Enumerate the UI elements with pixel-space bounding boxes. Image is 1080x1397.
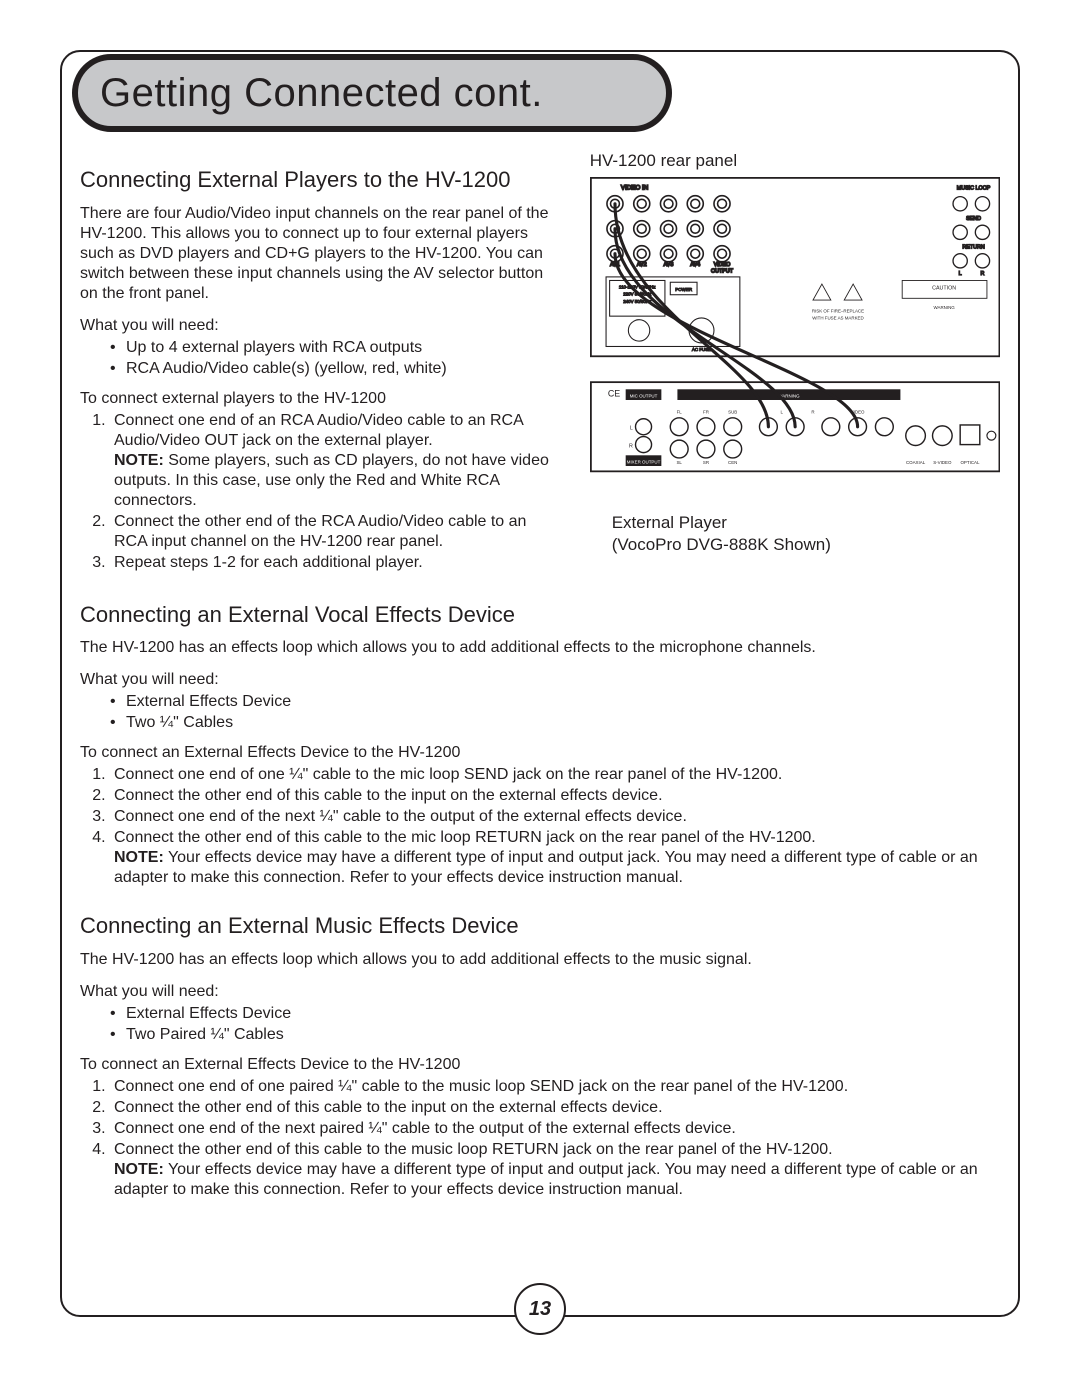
svg-text:AV4: AV4 — [690, 262, 700, 268]
page-number-badge: 13 — [514, 1283, 566, 1335]
steps-list-3: Connect one end of one paired ¼" cable t… — [110, 1077, 1000, 1200]
svg-text:FL: FL — [676, 410, 682, 415]
svg-text:RISK OF FIRE–REPLACE: RISK OF FIRE–REPLACE — [812, 309, 864, 314]
svg-text:OUTPUT: OUTPUT — [711, 269, 734, 275]
section-players-diagram-col: HV-1200 rear panel VIDEO IN — [590, 148, 1000, 583]
section-players: Connecting External Players to the HV-12… — [80, 148, 1000, 583]
svg-text:SEND: SEND — [966, 216, 981, 222]
svg-text:MIC OUTPUT: MIC OUTPUT — [629, 394, 657, 399]
list-item: Up to 4 external players with RCA output… — [110, 338, 562, 358]
connect-label-3: To connect an External Effects Device to… — [80, 1055, 1000, 1075]
svg-text:VIDEO: VIDEO — [713, 262, 730, 268]
needs-label-3: What you will need: — [80, 982, 1000, 1002]
section-vocal-fx: Connecting an External Vocal Effects Dev… — [80, 601, 1000, 889]
step-note: NOTE: Your effects device may have a dif… — [114, 849, 978, 886]
svg-text:SR: SR — [703, 460, 709, 465]
external-player-caption: External Player (VocoPro DVG-888K Shown) — [612, 512, 1000, 555]
section-players-text: Connecting External Players to the HV-12… — [80, 148, 562, 583]
list-item: Connect the other end of this cable to t… — [110, 828, 1000, 888]
list-item: Connect one end of one paired ¼" cable t… — [110, 1077, 1000, 1097]
svg-text:S-VIDEO: S-VIDEO — [933, 460, 952, 465]
list-item: Repeat steps 1-2 for each additional pla… — [110, 553, 562, 573]
needs-label-1: What you will need: — [80, 316, 562, 336]
list-item: Two Paired ¼" Cables — [110, 1025, 1000, 1045]
list-item: RCA Audio/Video cable(s) (yellow, red, w… — [110, 359, 562, 379]
svg-text:POWER: POWER — [675, 287, 692, 292]
list-item: Connect one end of an RCA Audio/Video ca… — [110, 411, 562, 511]
needs-label-2: What you will need: — [80, 670, 1000, 690]
note-text: Your effects device may have a different… — [114, 1161, 978, 1198]
section-music-fx: Connecting an External Music Effects Dev… — [80, 912, 1000, 1200]
svg-text:CE: CE — [608, 389, 620, 399]
svg-text:MIXER OUTPUT: MIXER OUTPUT — [626, 460, 660, 465]
list-item: Connect one end of the next ¼" cable to … — [110, 807, 1000, 827]
page-title: Getting Connected cont. — [100, 71, 543, 116]
svg-text:CAUTION: CAUTION — [932, 286, 956, 292]
content-area: Connecting External Players to the HV-12… — [80, 148, 1000, 1277]
list-item: Connect the other end of this cable to t… — [110, 1140, 1000, 1200]
list-item: Two ¼" Cables — [110, 713, 1000, 733]
list-item: External Effects Device — [110, 692, 1000, 712]
svg-text:WARNING: WARNING — [933, 305, 955, 310]
svg-text:SUB: SUB — [728, 410, 737, 415]
svg-text:SL: SL — [676, 460, 682, 465]
list-item: Connect the other end of this cable to t… — [110, 1098, 1000, 1118]
step-note: NOTE: Your effects device may have a dif… — [114, 1161, 978, 1198]
list-item: Connect one end of one ¼" cable to the m… — [110, 765, 1000, 785]
list-item: Connect the other end of this cable to t… — [110, 786, 1000, 806]
svg-text:OPTICAL: OPTICAL — [960, 460, 980, 465]
svg-text:COAXIAL: COAXIAL — [906, 460, 926, 465]
page-number: 13 — [529, 1298, 551, 1321]
rear-panel-diagram: VIDEO IN — [590, 177, 1000, 498]
svg-text:R: R — [980, 271, 984, 277]
svg-text:AV3: AV3 — [663, 262, 673, 268]
svg-text:VIDEO IN: VIDEO IN — [621, 185, 648, 192]
note-text: Some players, such as CD players, do not… — [114, 452, 549, 509]
svg-text:R: R — [811, 410, 814, 415]
svg-text:L: L — [958, 271, 961, 277]
section-music-intro: The HV-1200 has an effects loop which al… — [80, 950, 1000, 970]
svg-text:AV2: AV2 — [637, 262, 647, 268]
caption-line2: (VocoPro DVG-888K Shown) — [612, 535, 831, 554]
needs-list-3: External Effects Device Two Paired ¼" Ca… — [110, 1004, 1000, 1045]
step-text: Connect the other end of this cable to t… — [114, 829, 816, 846]
steps-list-1: Connect one end of an RCA Audio/Video ca… — [110, 411, 562, 573]
title-tab: Getting Connected cont. — [72, 54, 672, 132]
connect-label-2: To connect an External Effects Device to… — [80, 743, 1000, 763]
page: Getting Connected cont. Connecting Exter… — [0, 0, 1080, 1397]
section-vocal-heading: Connecting an External Vocal Effects Dev… — [80, 601, 1000, 629]
section-music-heading: Connecting an External Music Effects Dev… — [80, 912, 1000, 940]
note-label: NOTE: — [114, 1161, 164, 1178]
section-players-intro: There are four Audio/Video input channel… — [80, 204, 562, 304]
svg-text:R: R — [629, 444, 633, 450]
list-item: Connect one end of the next paired ¼" ca… — [110, 1119, 1000, 1139]
svg-text:MUSIC LOOP: MUSIC LOOP — [956, 186, 990, 192]
section-vocal-intro: The HV-1200 has an effects loop which al… — [80, 638, 1000, 658]
svg-text:L: L — [630, 426, 633, 432]
steps-list-2: Connect one end of one ¼" cable to the m… — [110, 765, 1000, 888]
svg-text:WITH FUSE AS MARKED: WITH FUSE AS MARKED — [812, 316, 864, 321]
connect-label-1: To connect external players to the HV-12… — [80, 389, 562, 409]
svg-text:CEN: CEN — [728, 460, 737, 465]
caption-line1: External Player — [612, 513, 727, 532]
svg-text:FR: FR — [703, 410, 709, 415]
note-label: NOTE: — [114, 849, 164, 866]
list-item: External Effects Device — [110, 1004, 1000, 1024]
rear-panel-caption: HV-1200 rear panel — [590, 150, 1000, 171]
svg-text:RETURN: RETURN — [962, 245, 984, 251]
needs-list-1: Up to 4 external players with RCA output… — [110, 338, 562, 379]
list-item: Connect the other end of the RCA Audio/V… — [110, 512, 562, 552]
note-label: NOTE: — [114, 452, 164, 469]
note-text: Your effects device may have a different… — [114, 849, 978, 886]
step-note: NOTE: Some players, such as CD players, … — [114, 452, 549, 509]
section-players-heading: Connecting External Players to the HV-12… — [80, 166, 562, 194]
needs-list-2: External Effects Device Two ¼" Cables — [110, 692, 1000, 733]
step-text: Connect one end of an RCA Audio/Video ca… — [114, 412, 523, 449]
step-text: Connect the other end of this cable to t… — [114, 1141, 833, 1158]
